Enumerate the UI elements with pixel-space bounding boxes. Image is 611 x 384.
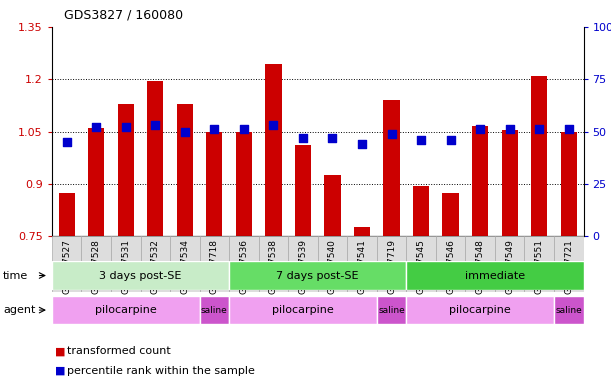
Bar: [200, 296, 229, 324]
Bar: [531, 76, 547, 236]
Text: agent: agent: [3, 305, 35, 315]
Bar: [524, 236, 554, 292]
Bar: [554, 236, 584, 292]
Bar: [111, 236, 141, 292]
Text: saline: saline: [555, 306, 582, 314]
Bar: [436, 236, 466, 292]
Bar: [229, 236, 258, 292]
Point: [327, 135, 337, 141]
Bar: [413, 185, 429, 236]
Text: GDS3827 / 160080: GDS3827 / 160080: [64, 8, 183, 21]
Text: GSM367528: GSM367528: [92, 239, 101, 294]
Text: GSM367549: GSM367549: [505, 239, 514, 294]
Point: [210, 126, 219, 132]
Bar: [229, 261, 406, 290]
Text: pilocarpine: pilocarpine: [449, 305, 511, 315]
Bar: [258, 236, 288, 292]
Bar: [406, 261, 584, 290]
Bar: [384, 100, 400, 236]
Bar: [318, 236, 347, 292]
Bar: [59, 192, 75, 236]
Bar: [52, 296, 200, 324]
Bar: [200, 236, 229, 292]
Text: GSM367532: GSM367532: [151, 239, 160, 294]
Point: [445, 137, 455, 143]
Text: GSM367546: GSM367546: [446, 239, 455, 294]
Point: [416, 137, 426, 143]
Bar: [81, 236, 111, 292]
Point: [239, 126, 249, 132]
Text: time: time: [3, 270, 28, 281]
Bar: [554, 296, 584, 324]
Text: GSM367718: GSM367718: [210, 239, 219, 294]
Bar: [472, 126, 488, 236]
Bar: [265, 63, 282, 236]
Point: [180, 128, 189, 135]
Text: GSM367548: GSM367548: [475, 239, 485, 294]
Bar: [229, 296, 377, 324]
Text: GSM367531: GSM367531: [121, 239, 130, 294]
Bar: [147, 81, 163, 236]
Bar: [170, 236, 200, 292]
Text: GSM367540: GSM367540: [328, 239, 337, 294]
Text: GSM367539: GSM367539: [298, 239, 307, 294]
Text: immediate: immediate: [465, 270, 525, 281]
Text: 3 days post-SE: 3 days post-SE: [100, 270, 181, 281]
Text: GSM367536: GSM367536: [240, 239, 249, 294]
Bar: [88, 128, 104, 236]
Text: saline: saline: [378, 306, 405, 314]
Text: GSM367551: GSM367551: [535, 239, 544, 294]
Text: GSM367527: GSM367527: [62, 239, 71, 294]
Point: [387, 131, 397, 137]
Text: GSM367541: GSM367541: [357, 239, 367, 294]
Bar: [118, 104, 134, 236]
Point: [268, 122, 278, 128]
Point: [121, 124, 131, 131]
Bar: [354, 227, 370, 236]
Point: [150, 122, 160, 128]
Bar: [141, 236, 170, 292]
Point: [92, 124, 101, 131]
Bar: [502, 130, 518, 236]
Text: GSM367545: GSM367545: [417, 239, 426, 294]
Point: [534, 126, 544, 132]
Bar: [295, 146, 311, 236]
Bar: [324, 175, 340, 236]
Point: [298, 135, 308, 141]
Text: pilocarpine: pilocarpine: [95, 305, 156, 315]
Text: GSM367534: GSM367534: [180, 239, 189, 294]
Bar: [466, 236, 495, 292]
Bar: [377, 296, 406, 324]
Text: 7 days post-SE: 7 days post-SE: [276, 270, 359, 281]
Text: GSM367719: GSM367719: [387, 239, 396, 294]
Point: [505, 126, 514, 132]
Text: percentile rank within the sample: percentile rank within the sample: [67, 366, 255, 376]
Bar: [236, 132, 252, 236]
Text: GSM367538: GSM367538: [269, 239, 278, 294]
Text: ■: ■: [55, 366, 65, 376]
Text: GSM367721: GSM367721: [564, 239, 573, 294]
Bar: [406, 296, 554, 324]
Point: [62, 139, 71, 145]
Point: [357, 141, 367, 147]
Bar: [377, 236, 406, 292]
Point: [475, 126, 485, 132]
Bar: [495, 236, 524, 292]
Text: pilocarpine: pilocarpine: [272, 305, 334, 315]
Bar: [207, 132, 222, 236]
Bar: [561, 132, 577, 236]
Text: transformed count: transformed count: [67, 346, 171, 356]
Bar: [347, 236, 377, 292]
Text: saline: saline: [201, 306, 228, 314]
Bar: [177, 104, 193, 236]
Bar: [288, 236, 318, 292]
Bar: [406, 236, 436, 292]
Bar: [52, 261, 229, 290]
Point: [564, 126, 574, 132]
Bar: [52, 236, 81, 292]
Bar: [442, 192, 459, 236]
Text: ■: ■: [55, 346, 65, 356]
